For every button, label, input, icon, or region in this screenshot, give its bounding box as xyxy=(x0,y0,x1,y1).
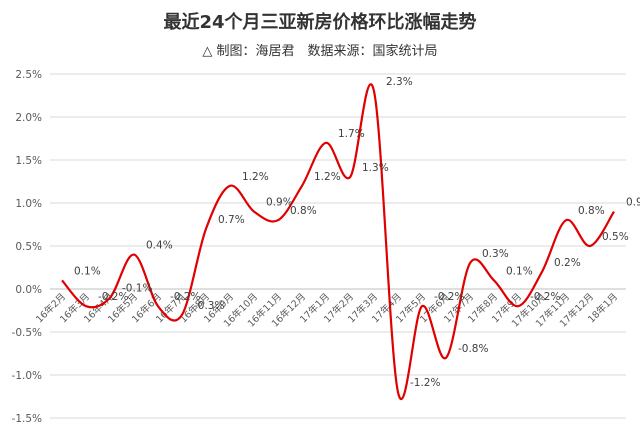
data-label: 0.9% xyxy=(266,197,293,209)
y-tick-label: 2.5% xyxy=(15,69,42,81)
data-label: 0.8% xyxy=(578,205,605,217)
y-tick-label: 1.5% xyxy=(15,155,42,167)
data-label: 0.7% xyxy=(218,214,245,226)
data-label: 2.3% xyxy=(386,76,413,88)
y-tick-label: -1.5% xyxy=(12,413,42,425)
data-label: 0.9% xyxy=(626,197,640,209)
data-label: -0.2% xyxy=(434,291,464,303)
data-label: -0.8% xyxy=(458,343,488,355)
data-label: 0.5% xyxy=(602,231,629,243)
y-tick-label: 0.5% xyxy=(15,241,42,253)
y-tick-label: -1.0% xyxy=(12,370,42,382)
data-label: 1.3% xyxy=(362,162,389,174)
data-label: 0.4% xyxy=(146,240,173,252)
data-label: 0.1% xyxy=(506,265,533,277)
chart-subtitle: △ 制图：海居君 数据来源：国家统计局 xyxy=(202,44,438,59)
data-label: 0.1% xyxy=(74,265,101,277)
data-label: 0.3% xyxy=(482,248,509,260)
y-axis: -1.5% -1.0% -0.5% 0.0% 0.5% 1.0% 1.5% 2.0% 2.5% xyxy=(12,69,42,425)
data-label: 0.8% xyxy=(290,205,317,217)
data-label: -0.2% xyxy=(530,291,560,303)
y-tick-label: 2.0% xyxy=(15,112,42,124)
data-label: -0.2% xyxy=(98,291,128,303)
data-label: -1.2% xyxy=(410,377,440,389)
gridlines xyxy=(50,73,626,419)
series-line xyxy=(61,83,615,401)
data-label: -0.2% xyxy=(170,291,200,303)
y-tick-label: 1.0% xyxy=(15,198,42,210)
data-label: -0.3% xyxy=(194,300,224,312)
y-tick-label: -0.5% xyxy=(12,327,42,339)
data-labels: 0.1%-0.2%-0.1%0.4%-0.2%-0.3%0.7%1.2%0.9%… xyxy=(74,76,640,389)
data-label: 1.2% xyxy=(242,171,269,183)
chart-title: 最近24个月三亚新房价格环比涨幅走势 xyxy=(163,12,477,33)
data-label: 1.7% xyxy=(338,128,365,140)
data-label: 0.2% xyxy=(554,257,581,269)
data-label: -0.1% xyxy=(122,283,152,295)
y-tick-label: 0.0% xyxy=(15,284,42,296)
data-label: 1.2% xyxy=(314,171,341,183)
